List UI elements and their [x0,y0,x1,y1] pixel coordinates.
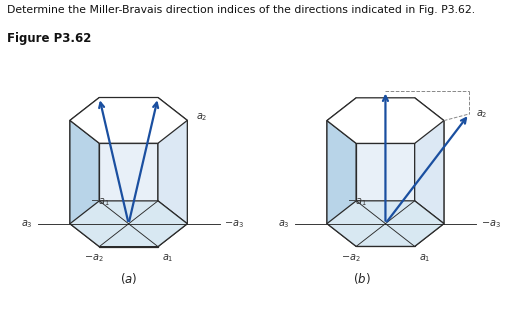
Text: $(b)$: $(b)$ [353,271,371,286]
Polygon shape [158,98,187,224]
Polygon shape [327,201,444,246]
Text: $a_1$: $a_1$ [162,252,174,264]
Polygon shape [99,143,158,247]
Polygon shape [158,121,187,247]
Text: $a_3$: $a_3$ [278,218,290,230]
Polygon shape [70,121,99,247]
Text: $-a_3$: $-a_3$ [481,218,501,230]
Text: $a_1$: $a_1$ [418,252,430,264]
Polygon shape [356,143,415,246]
Polygon shape [327,98,444,143]
Text: $-a_1$: $-a_1$ [347,197,367,208]
Polygon shape [356,98,415,201]
Text: Figure P3.62: Figure P3.62 [7,32,91,45]
Text: $a_2$: $a_2$ [196,111,207,123]
Text: $-a_2$: $-a_2$ [84,252,104,264]
Polygon shape [415,121,444,246]
Text: $-a_2$: $-a_2$ [341,252,361,264]
Polygon shape [327,121,356,246]
Text: $a_3$: $a_3$ [21,218,33,230]
Text: $(a)$: $(a)$ [120,271,138,286]
Polygon shape [99,98,158,201]
Polygon shape [70,98,99,224]
Text: Determine the Miller-Bravais direction indices of the directions indicated in Fi: Determine the Miller-Bravais direction i… [7,5,475,15]
Polygon shape [415,98,444,224]
Text: $-a_1$: $-a_1$ [90,197,110,208]
Text: $-a_3$: $-a_3$ [224,218,244,230]
Polygon shape [70,98,187,143]
Polygon shape [70,201,187,247]
Text: $a_2$: $a_2$ [476,108,487,120]
Polygon shape [327,98,356,224]
